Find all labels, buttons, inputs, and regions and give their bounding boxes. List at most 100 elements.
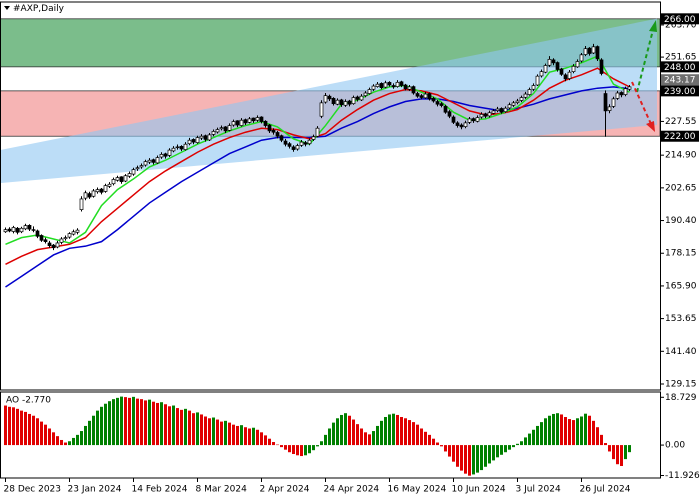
candle-body <box>323 95 328 103</box>
y-tick-label: 129.15 <box>665 379 697 389</box>
indicator-frame <box>0 391 661 479</box>
ao-bar <box>456 445 459 467</box>
ao-bar <box>536 425 539 446</box>
candle-body <box>203 135 208 140</box>
price-label: 222.00 <box>664 132 696 142</box>
menu-triangle[interactable] <box>4 6 10 10</box>
chart-title: #AXP,Daily <box>13 4 65 14</box>
ao-bar <box>588 415 591 446</box>
ao-bar <box>488 445 491 464</box>
candle-body <box>271 130 276 133</box>
ao-bar <box>132 396 135 446</box>
candle-body <box>335 99 340 105</box>
candle-body <box>247 118 252 123</box>
main-frame <box>0 1 661 391</box>
candle-body <box>51 244 56 249</box>
candle-body <box>23 225 28 230</box>
candle-body <box>543 65 548 73</box>
ao-bar <box>352 419 355 446</box>
x-tick-label: 3 Jul 2024 <box>516 485 561 495</box>
candle-body <box>131 169 136 175</box>
candle-body <box>255 117 260 121</box>
ao-bar <box>616 445 619 465</box>
candle-body <box>351 97 356 105</box>
ao-bar <box>300 445 303 457</box>
candle-body <box>555 62 560 70</box>
main-pane <box>1 18 660 288</box>
indicator-tick-label: -11.926 <box>665 471 700 481</box>
ao-bar <box>500 445 503 455</box>
indicator-pane <box>4 396 631 476</box>
candle-body <box>563 74 568 80</box>
candle-body <box>611 98 616 107</box>
ao-bar <box>76 434 79 446</box>
ao-bar <box>384 417 387 446</box>
ao-bar <box>96 410 99 446</box>
ao-bar <box>232 424 235 446</box>
candle-body <box>3 229 8 233</box>
candle-body <box>31 229 36 231</box>
ao-bar <box>528 433 531 446</box>
ao-bar <box>212 417 215 446</box>
ao-bar <box>400 417 403 446</box>
candle-body <box>311 136 316 140</box>
candle-body <box>79 198 84 210</box>
x-tick-label: 8 Mar 2024 <box>196 485 248 495</box>
candle-body <box>119 176 124 182</box>
candle-body <box>75 229 80 233</box>
candle-body <box>359 95 364 101</box>
candle-body <box>287 143 292 147</box>
ao-bar <box>128 397 131 446</box>
candle-body <box>243 119 248 124</box>
ao-bar <box>512 445 515 448</box>
candle-body <box>423 93 428 99</box>
ao-bar <box>608 445 611 452</box>
ao-bar <box>60 439 63 446</box>
price-label: 248.00 <box>664 63 696 73</box>
ao-bar <box>564 417 567 446</box>
ao-bar <box>276 444 279 446</box>
ao-bar <box>180 409 183 446</box>
ao-bar <box>140 399 143 446</box>
candle-body <box>503 107 508 113</box>
ao-bar <box>368 434 371 446</box>
ao-bar <box>40 421 43 446</box>
ao-bar <box>372 431 375 446</box>
ao-bar <box>396 414 399 446</box>
ao-bar <box>628 445 631 453</box>
price-label-box <box>661 130 699 142</box>
price-label: 243.17 <box>664 76 696 86</box>
price-label-box <box>661 85 699 97</box>
candle-body <box>591 46 596 54</box>
candle-body <box>627 86 632 90</box>
ao-bar <box>196 412 199 446</box>
ao-bar <box>144 400 147 446</box>
ao-bar <box>272 442 275 446</box>
ao-bar <box>432 438 435 446</box>
ao-bar <box>376 425 379 446</box>
candle-body <box>415 93 420 97</box>
y-tick-label: 153.65 <box>665 314 697 324</box>
ao-bar <box>100 406 103 446</box>
candle-body <box>419 95 424 98</box>
indicator-tick-label: 18.729 <box>665 393 697 403</box>
candle-body <box>519 97 524 101</box>
ao-bar <box>600 434 603 446</box>
candle-body <box>559 68 564 75</box>
candle-body <box>583 48 588 55</box>
candle-body <box>239 119 244 126</box>
candle-body <box>539 71 544 77</box>
ao-bar <box>360 428 363 446</box>
candle-body <box>207 134 212 141</box>
ao-bar <box>408 420 411 446</box>
down-arrow-line <box>631 81 652 125</box>
candle-body <box>299 141 304 146</box>
x-tick-label: 28 Dec 2023 <box>4 485 62 495</box>
candle-body <box>567 71 572 79</box>
ao-bar <box>112 399 115 446</box>
axes: #AXP,Daily AO -2.770 28 Dec 2023 23 Jan 2… <box>0 1 661 495</box>
candle-body <box>227 125 232 131</box>
ao-bar <box>316 445 319 447</box>
ao-bar <box>136 398 139 446</box>
x-tick-label: 16 May 2024 <box>388 485 447 495</box>
